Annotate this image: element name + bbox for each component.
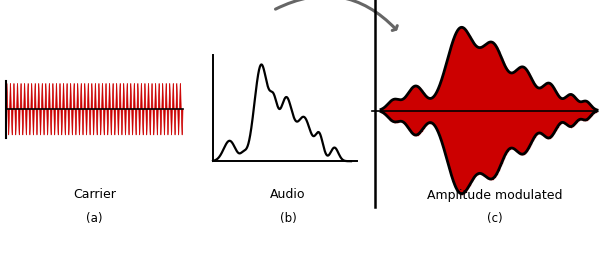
Text: (a): (a) <box>86 212 103 225</box>
Text: Audio: Audio <box>270 188 306 202</box>
Text: Amplitude modulated: Amplitude modulated <box>427 188 563 202</box>
Text: (b): (b) <box>280 212 296 225</box>
Text: Carrier: Carrier <box>73 188 116 202</box>
Text: (c): (c) <box>487 212 503 225</box>
